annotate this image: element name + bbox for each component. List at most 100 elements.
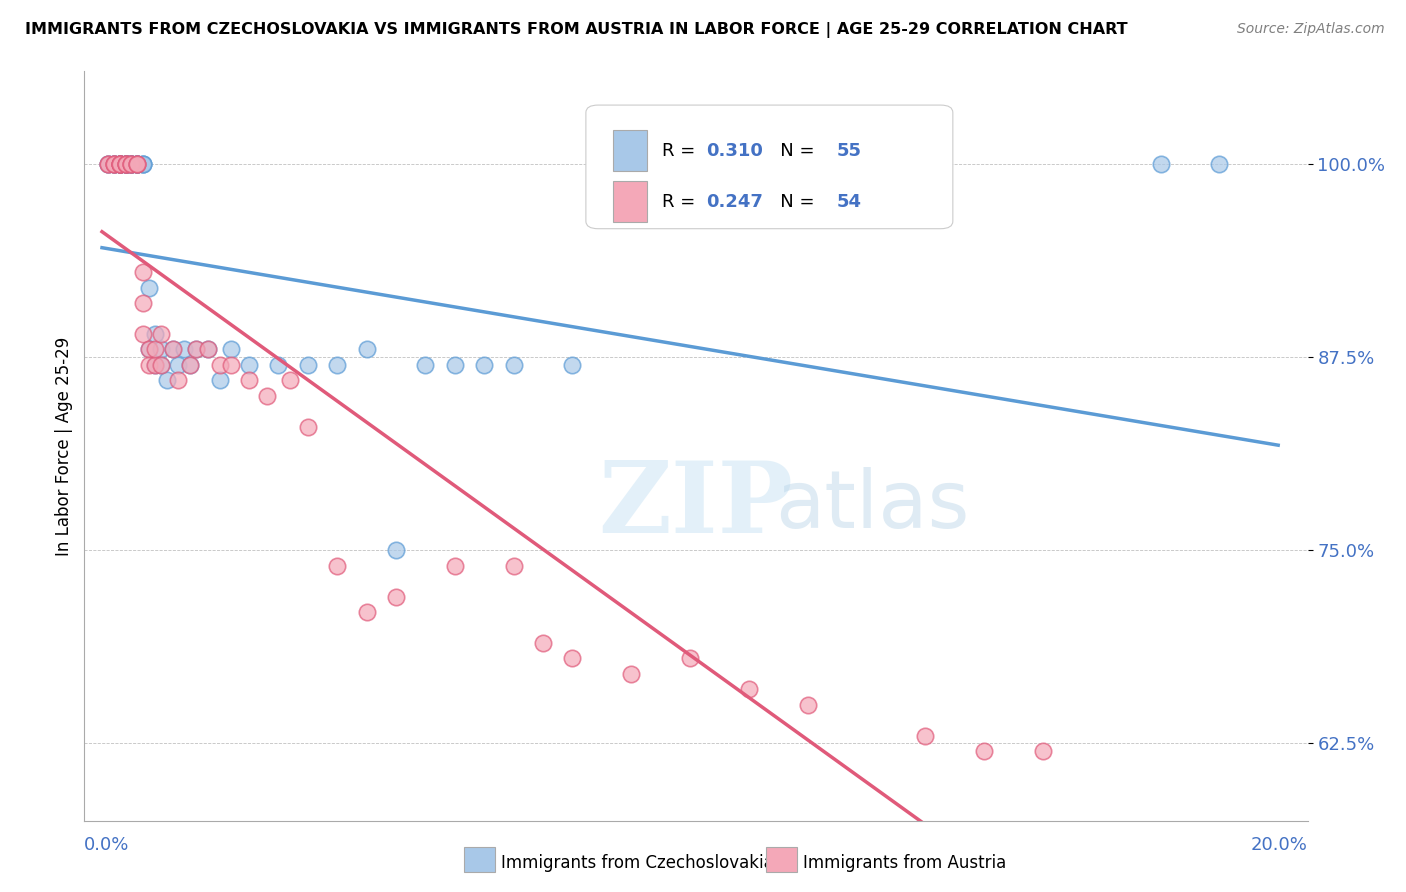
Point: [114, 157, 136, 171]
Point: [132, 265, 155, 279]
Point: [127, 157, 149, 171]
Point: [108, 157, 131, 171]
Point: [114, 157, 136, 171]
Point: [415, 358, 437, 372]
Text: 20.0%: 20.0%: [1251, 836, 1308, 854]
Point: [132, 157, 155, 171]
Point: [149, 326, 172, 341]
Text: IMMIGRANTS FROM CZECHOSLOVAKIA VS IMMIGRANTS FROM AUSTRIA IN LABOR FORCE | AGE 2: IMMIGRANTS FROM CZECHOSLOVAKIA VS IMMIGR…: [25, 22, 1128, 38]
Point: [114, 157, 136, 171]
Point: [679, 651, 702, 665]
Point: [1032, 744, 1054, 758]
Point: [114, 157, 136, 171]
Point: [138, 280, 160, 294]
Point: [120, 157, 142, 171]
Point: [108, 157, 131, 171]
Point: [108, 157, 131, 171]
Point: [120, 157, 142, 171]
Point: [149, 343, 172, 357]
Point: [256, 389, 278, 403]
Point: [738, 682, 761, 697]
Point: [108, 157, 131, 171]
FancyBboxPatch shape: [613, 130, 647, 171]
Point: [132, 296, 155, 310]
Text: 0.0%: 0.0%: [84, 836, 129, 854]
Text: 0.247: 0.247: [706, 193, 762, 211]
Point: [132, 157, 155, 171]
Point: [914, 729, 936, 743]
Point: [108, 157, 131, 171]
Point: [108, 157, 131, 171]
Text: 54: 54: [837, 193, 862, 211]
Point: [156, 373, 179, 387]
Point: [238, 358, 260, 372]
Text: R =: R =: [662, 142, 700, 160]
Point: [167, 358, 190, 372]
Point: [103, 157, 125, 171]
Point: [103, 157, 125, 171]
Point: [114, 157, 136, 171]
Point: [179, 358, 201, 372]
Point: [1149, 157, 1171, 171]
Point: [620, 852, 643, 866]
Point: [103, 157, 125, 171]
Point: [297, 419, 319, 434]
Point: [356, 605, 378, 619]
Point: [326, 358, 349, 372]
Point: [179, 358, 201, 372]
Point: [197, 343, 219, 357]
Text: 55: 55: [837, 142, 862, 160]
Text: ZIP: ZIP: [598, 458, 793, 555]
Point: [472, 358, 495, 372]
Text: N =: N =: [763, 142, 821, 160]
Point: [197, 343, 219, 357]
Point: [356, 343, 378, 357]
Point: [162, 343, 184, 357]
Point: [149, 358, 172, 372]
Point: [278, 373, 301, 387]
Point: [138, 343, 160, 357]
Point: [97, 157, 120, 171]
Point: [120, 157, 142, 171]
Point: [114, 157, 136, 171]
Point: [561, 651, 583, 665]
Point: [108, 157, 131, 171]
Point: [620, 666, 643, 681]
Point: [796, 698, 818, 712]
Point: [103, 157, 125, 171]
Point: [208, 373, 231, 387]
Point: [221, 343, 243, 357]
Point: [143, 358, 166, 372]
Point: [127, 157, 149, 171]
Point: [149, 358, 172, 372]
Point: [267, 358, 290, 372]
Point: [97, 157, 120, 171]
Point: [167, 373, 190, 387]
Point: [127, 157, 149, 171]
Point: [531, 636, 554, 650]
Point: [143, 326, 166, 341]
Text: Immigrants from Czechoslovakia: Immigrants from Czechoslovakia: [501, 854, 773, 871]
Point: [114, 157, 136, 171]
Point: [127, 157, 149, 171]
Point: [120, 157, 142, 171]
Point: [103, 157, 125, 171]
Point: [502, 358, 524, 372]
Point: [184, 343, 207, 357]
Point: [132, 326, 155, 341]
FancyBboxPatch shape: [586, 105, 953, 228]
Point: [114, 157, 136, 171]
Point: [297, 358, 319, 372]
Point: [120, 157, 142, 171]
Point: [385, 543, 408, 558]
Text: Source: ZipAtlas.com: Source: ZipAtlas.com: [1237, 22, 1385, 37]
Point: [138, 358, 160, 372]
Point: [238, 373, 260, 387]
Point: [97, 157, 120, 171]
Y-axis label: In Labor Force | Age 25-29: In Labor Force | Age 25-29: [55, 336, 73, 556]
Point: [120, 157, 142, 171]
Text: N =: N =: [763, 193, 821, 211]
Point: [502, 558, 524, 573]
Point: [173, 343, 195, 357]
Point: [108, 157, 131, 171]
